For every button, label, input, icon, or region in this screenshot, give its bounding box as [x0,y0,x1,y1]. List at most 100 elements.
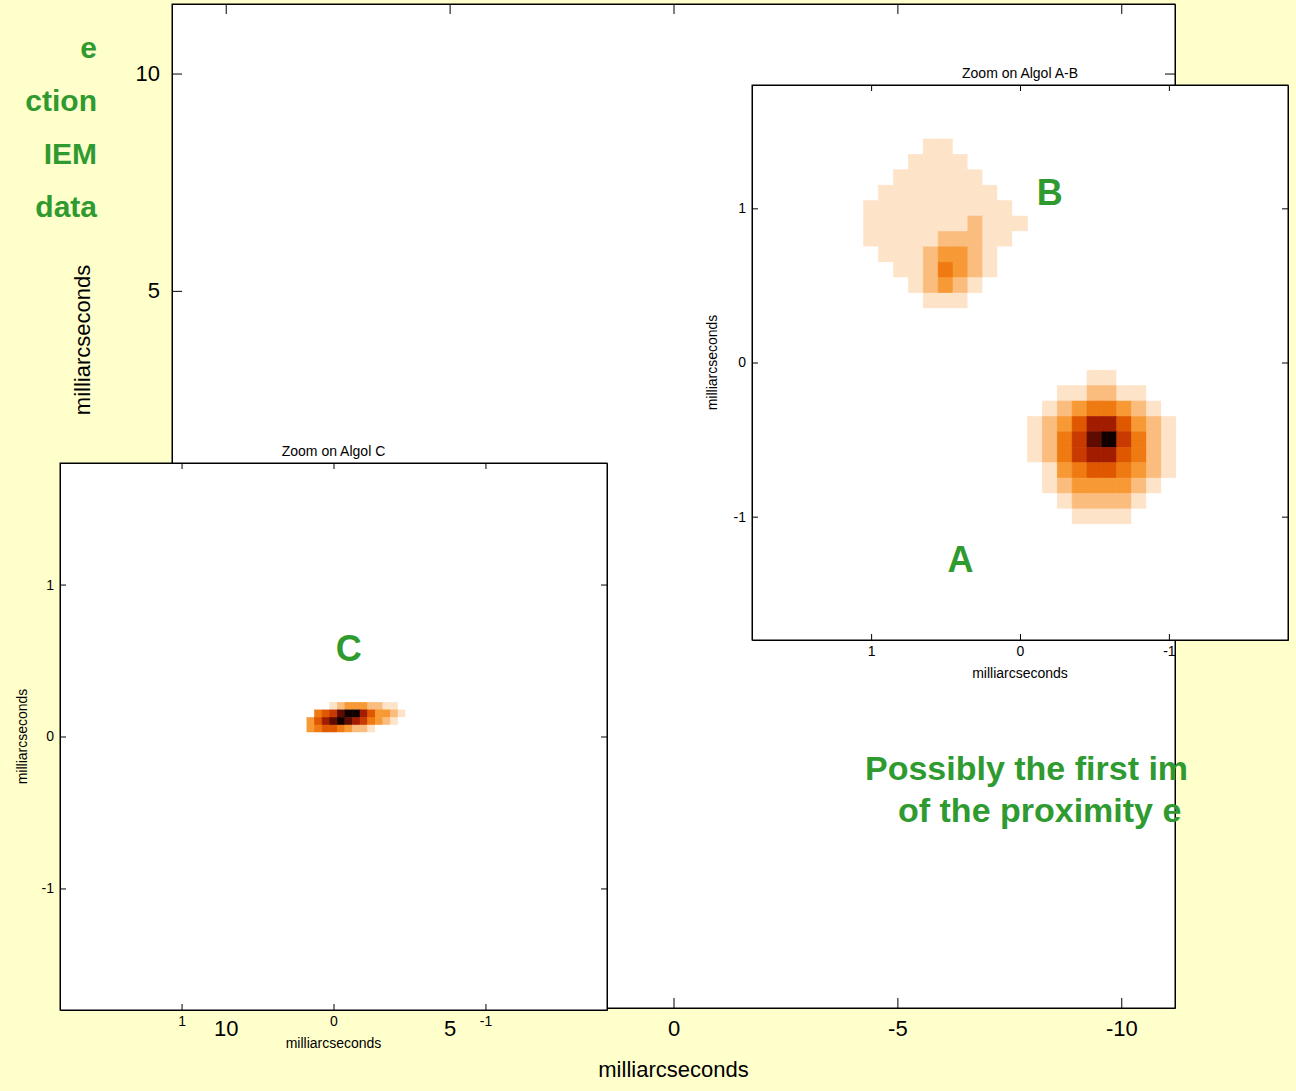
cell [337,733,345,741]
cell [998,124,1013,139]
tick: -5 [888,998,908,1041]
cell [375,695,383,703]
tick-mark [601,585,607,586]
cell [383,702,391,710]
cell [983,154,998,169]
cell [1013,416,1028,431]
cell [307,695,315,703]
cell [1087,355,1102,370]
cell [1176,494,1191,509]
component-label: A [947,539,973,580]
cell [923,124,938,139]
cell [368,702,376,710]
cell [360,718,368,726]
cell [998,216,1013,231]
cell [1117,478,1132,493]
cell [1117,386,1132,401]
cell [849,154,864,169]
cell [1072,432,1087,447]
cell [307,718,315,726]
cell [1087,447,1102,462]
tick [226,4,227,14]
tick [1165,74,1175,75]
cell [337,725,345,733]
cell [1132,463,1147,478]
cell [1013,154,1028,169]
tick-mark [601,737,607,738]
cell [893,154,908,169]
cell [1057,509,1072,524]
cell [1013,386,1028,401]
cell [1042,355,1057,370]
annotation: ction [25,84,97,117]
cell [938,293,953,308]
cell [345,710,353,718]
tick-label: 1 [738,200,746,216]
cell [315,725,323,733]
cell [1057,416,1072,431]
cell [1027,494,1042,509]
cell [1042,416,1057,431]
axis-line [607,464,608,1011]
cell [879,154,894,169]
cell [375,718,383,726]
cell [1087,416,1102,431]
cell [998,139,1013,154]
tick-mark [1121,998,1122,1008]
cell [1132,432,1147,447]
cell [1161,494,1176,509]
cell [1147,447,1162,462]
canvas: 1050-5-10105milliarcsecondsmilliarcsecon… [0,0,1296,1091]
annotation: IEM [44,137,97,170]
cell [1027,370,1042,385]
cell [390,710,398,718]
cell [908,170,923,185]
cell [983,309,998,324]
cell [307,702,315,710]
cell [864,170,879,185]
cell [968,139,983,154]
tick-mark [897,4,898,14]
panel-title: Zoom on Algol A-B [962,65,1078,81]
marks [849,124,1191,540]
cell [983,247,998,262]
tick: 0 [46,728,66,744]
cell [1102,416,1117,431]
cell [1161,416,1176,431]
cell [1042,478,1057,493]
cell [1117,509,1132,524]
cell [1102,386,1117,401]
tick: -1 [42,880,66,896]
cell [360,695,368,703]
cell [1117,370,1132,385]
cell [1176,355,1191,370]
tick-mark [182,463,183,469]
cell [1027,478,1042,493]
cell [953,293,968,308]
cell [1042,401,1057,416]
cell [1087,509,1102,524]
cell [1102,401,1117,416]
cell [1132,509,1147,524]
cell [1013,463,1028,478]
cell [1147,432,1162,447]
axis-line [1288,86,1289,641]
cell [1013,201,1028,216]
cell [1013,478,1028,493]
cell [908,293,923,308]
x-axis-title: milliarcseconds [972,665,1068,681]
cell [879,309,894,324]
cell [1117,524,1132,539]
cell [938,154,953,169]
cell [1013,124,1028,139]
cell [398,702,406,710]
cell [1013,262,1028,277]
cell [1013,293,1028,308]
cell [1013,139,1028,154]
cell [923,216,938,231]
cell [908,201,923,216]
panel-title: Zoom on Algol C [282,443,386,459]
cell [938,247,953,262]
cell [968,201,983,216]
cell [307,710,315,718]
